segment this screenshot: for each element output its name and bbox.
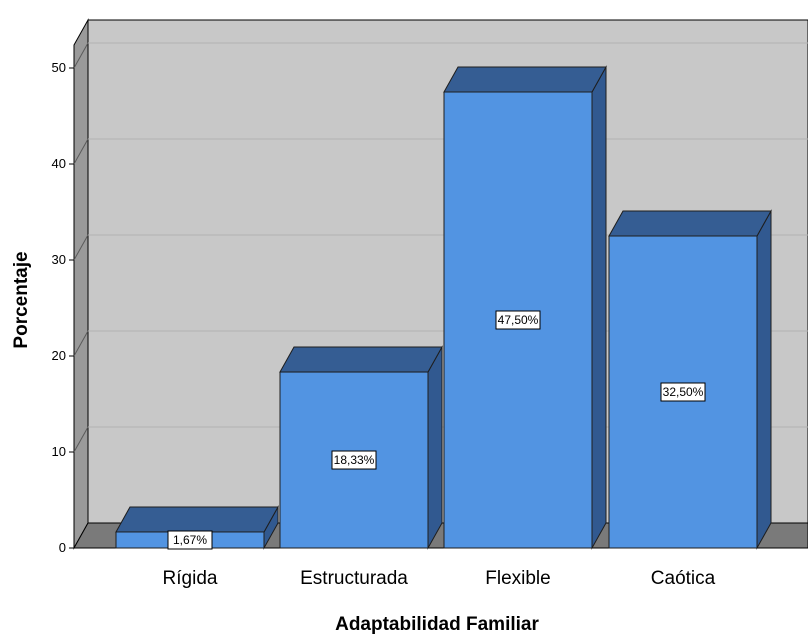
- y-tick-label: 40: [52, 156, 66, 171]
- data-label-text: 47,50%: [498, 313, 539, 327]
- data-label-box: [331, 450, 377, 470]
- data-label-box: [167, 530, 213, 550]
- x-tick-label: Rígida: [163, 568, 218, 589]
- bar-top: [608, 210, 772, 237]
- bars: [115, 65, 772, 550]
- bar-side: [591, 65, 607, 550]
- y-tick-label: 30: [52, 252, 66, 267]
- bar: [279, 345, 443, 550]
- y-axis-ticks: 0 10 20 30 40 50: [52, 60, 74, 555]
- data-label: 47,50%: [495, 310, 541, 330]
- data-label: 18,33%: [331, 450, 377, 470]
- data-label-box: [495, 310, 541, 330]
- data-label-text: 1,67%: [173, 533, 207, 547]
- y-tick-label: 50: [52, 60, 66, 75]
- bar: [608, 209, 772, 550]
- gridline-depth: [73, 234, 89, 261]
- x-axis-title: Adaptabilidad Familiar: [335, 614, 539, 635]
- left-wall: [73, 18, 89, 550]
- bar: [443, 65, 607, 550]
- y-tick-label: 10: [52, 444, 66, 459]
- x-tick-label: Flexible: [485, 568, 550, 589]
- x-tick-label: Caótica: [651, 568, 716, 589]
- y-axis-title: Porcentaje: [11, 251, 32, 348]
- bar-top: [279, 346, 443, 373]
- data-label-text: 18,33%: [334, 453, 375, 467]
- data-labels: 1,67% 18,33% 47,50% 32,50%: [167, 310, 706, 550]
- bar-side: [756, 209, 772, 550]
- gridline-depth: [73, 330, 89, 357]
- x-tick-label: Estructurada: [300, 568, 408, 589]
- y-tick-label: 20: [52, 348, 66, 363]
- data-label-text: 32,50%: [663, 385, 704, 399]
- gridline-depth: [73, 42, 89, 69]
- x-axis-tick-labels: Rígida Estructurada Flexible Caótica: [163, 568, 716, 589]
- gridline-depth: [73, 138, 89, 165]
- bar: [115, 505, 279, 550]
- bar-top: [115, 506, 279, 533]
- gridline-depth: [73, 426, 89, 453]
- bar-top: [443, 66, 607, 93]
- bar-side: [427, 345, 443, 550]
- data-label: 32,50%: [660, 382, 706, 402]
- data-label: 1,67%: [167, 530, 213, 550]
- y-tick-label: 0: [59, 540, 66, 555]
- data-label-box: [660, 382, 706, 402]
